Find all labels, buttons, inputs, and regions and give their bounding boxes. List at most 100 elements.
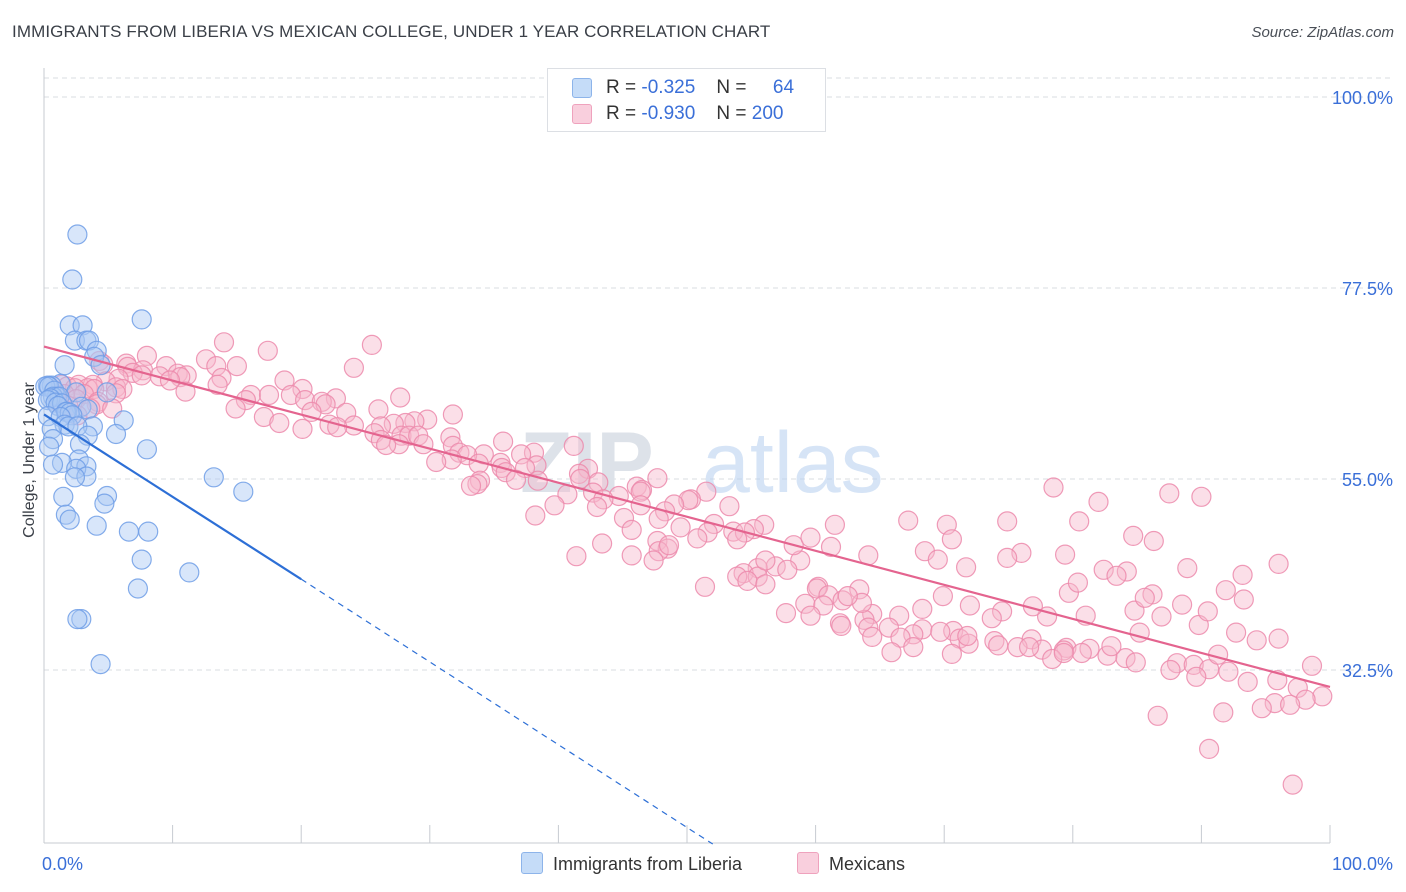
mexican-point — [647, 468, 668, 489]
mexican-point — [719, 496, 740, 517]
mexican-point — [648, 541, 669, 562]
liberia-point — [82, 416, 104, 437]
legend-n-value: 64 — [772, 77, 795, 98]
liberia-point — [64, 330, 86, 351]
liberia-trend-extension — [300, 578, 714, 845]
mexican-point — [765, 556, 786, 577]
mexican-point — [1147, 705, 1168, 726]
mexican-point — [563, 435, 584, 456]
mexican-point — [225, 398, 246, 419]
mexican-point — [981, 608, 1002, 629]
mexican-point — [755, 550, 776, 571]
mexican-point — [336, 402, 357, 423]
mexican-point — [1160, 659, 1181, 681]
mexican-point — [1071, 642, 1092, 664]
mexican-point — [777, 559, 798, 580]
mexican-point — [727, 566, 748, 587]
mexican-point — [527, 470, 548, 491]
mexican-point — [586, 496, 608, 518]
mexican-point — [1312, 686, 1333, 707]
legend-item-mexicans: Mexicans — [797, 852, 905, 875]
liberia-point — [127, 578, 148, 599]
mexican-point — [523, 442, 545, 463]
mexican-point — [941, 643, 963, 665]
mexican-point — [1264, 692, 1285, 714]
mexican-point — [1088, 491, 1109, 512]
mexican-point — [903, 636, 924, 658]
mexican-point — [613, 507, 635, 529]
stats-legend: R = -0.325 N = 64 R = -0.930 N = 200 — [547, 68, 826, 132]
mexican-point — [269, 412, 290, 434]
liberia-point — [86, 515, 107, 536]
mexican-point — [991, 601, 1013, 622]
legend-r-label: R = — [606, 103, 637, 124]
mexican-point — [1218, 661, 1239, 682]
mexican-point — [988, 635, 1009, 656]
mexican-point — [376, 434, 397, 456]
mexican-point — [1237, 671, 1258, 693]
mexican-point — [1268, 628, 1289, 649]
mexican-point — [505, 469, 527, 490]
mexican-point — [207, 374, 228, 395]
mexican-point — [621, 519, 642, 541]
liberia-point — [105, 423, 127, 445]
mexican-point — [737, 570, 758, 592]
mexican-point — [1043, 477, 1064, 498]
mexican-point — [631, 479, 653, 501]
mexican-point — [395, 412, 416, 434]
mexican-point — [343, 357, 364, 378]
liberia-point — [96, 382, 118, 403]
liberia-point — [138, 521, 159, 542]
mexican-point — [648, 508, 669, 530]
mexican-point — [253, 406, 274, 428]
mexican-point — [1125, 652, 1146, 673]
mexican-point — [997, 511, 1018, 532]
mexican-point — [1246, 630, 1267, 651]
x-tick-label: 100.0% — [1332, 854, 1393, 874]
mexican-point — [958, 633, 979, 654]
mexican-point — [213, 332, 235, 353]
mexican-point — [1198, 659, 1220, 680]
mexican-point — [754, 514, 775, 535]
mexican-point — [1053, 642, 1074, 664]
mexican-point — [1171, 594, 1193, 615]
y-tick-label: 77.5% — [1342, 279, 1393, 299]
mexican-point — [800, 527, 821, 548]
mexican-point — [775, 602, 797, 624]
mexican-point — [831, 615, 852, 637]
mexican-point — [837, 585, 858, 607]
mexican-point — [1301, 655, 1323, 676]
liberia-point — [67, 608, 88, 630]
mexican-point — [1225, 622, 1247, 643]
mexican-point — [1134, 587, 1155, 608]
liberia-trend-line — [43, 413, 302, 581]
mexican-point — [932, 585, 954, 607]
legend-r-label: R = — [606, 77, 637, 98]
legend-n-value: 200 — [751, 103, 784, 124]
liberia-point — [66, 458, 87, 479]
mexican-point — [493, 431, 514, 452]
mexican-point — [292, 418, 313, 439]
legend-r-value: -0.930 — [641, 103, 696, 124]
mexican-point — [1007, 636, 1028, 658]
mexican-point — [258, 384, 280, 406]
mexican-point — [1067, 572, 1089, 593]
y-tick-label: 55.0% — [1342, 470, 1393, 490]
mexican-point — [621, 545, 642, 566]
mexican-point — [927, 549, 948, 570]
mexican-point — [670, 517, 691, 538]
legend-n-label: N = — [716, 103, 747, 124]
mexican-point — [1123, 525, 1144, 547]
mexican-point — [1215, 580, 1236, 601]
mexican-point — [1282, 774, 1303, 795]
mexican-point — [959, 595, 981, 616]
mexican-point — [390, 387, 411, 408]
mexican-point — [1143, 530, 1164, 552]
mexican-point — [647, 530, 668, 552]
mexican-point — [1198, 738, 1220, 760]
mexican-point — [694, 576, 716, 597]
mexican-point — [295, 390, 316, 411]
legend-label-mexicans: Mexicans — [829, 854, 906, 874]
mexican-point — [1295, 689, 1316, 710]
mexican-point — [658, 535, 680, 556]
